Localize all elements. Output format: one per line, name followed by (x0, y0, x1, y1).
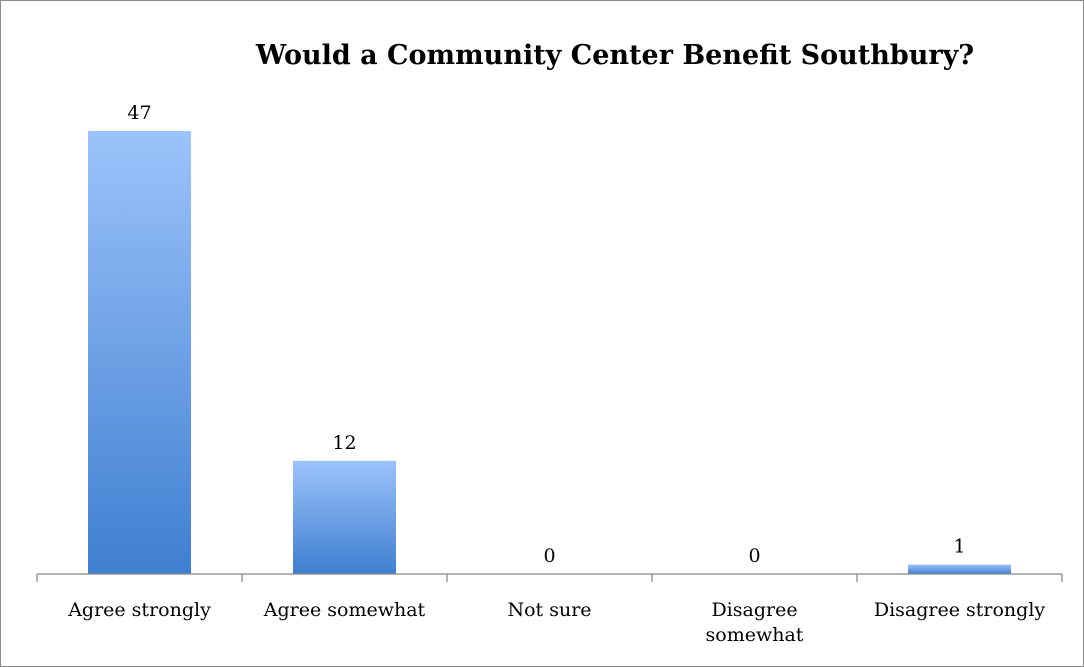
bar-0 (88, 131, 191, 574)
x-tick-label-0: Agree strongly (67, 599, 211, 621)
x-tick-label-3: Disagree somewhat (706, 599, 804, 646)
x-tick-label-4: Disagree strongly (874, 599, 1046, 621)
data-label-4: 1 (953, 536, 965, 558)
x-tick-label-2: Not sure (507, 599, 591, 621)
data-label-2: 0 (543, 545, 555, 567)
x-tick-label-1: Agree somewhat (263, 599, 426, 621)
data-label-3: 0 (748, 545, 760, 567)
bar-4 (908, 564, 1011, 574)
data-label-1: 12 (332, 432, 356, 454)
chart-title: Would a Community Center Benefit Southbu… (255, 40, 975, 71)
data-label-0: 47 (127, 102, 151, 124)
bar-1 (293, 460, 396, 574)
